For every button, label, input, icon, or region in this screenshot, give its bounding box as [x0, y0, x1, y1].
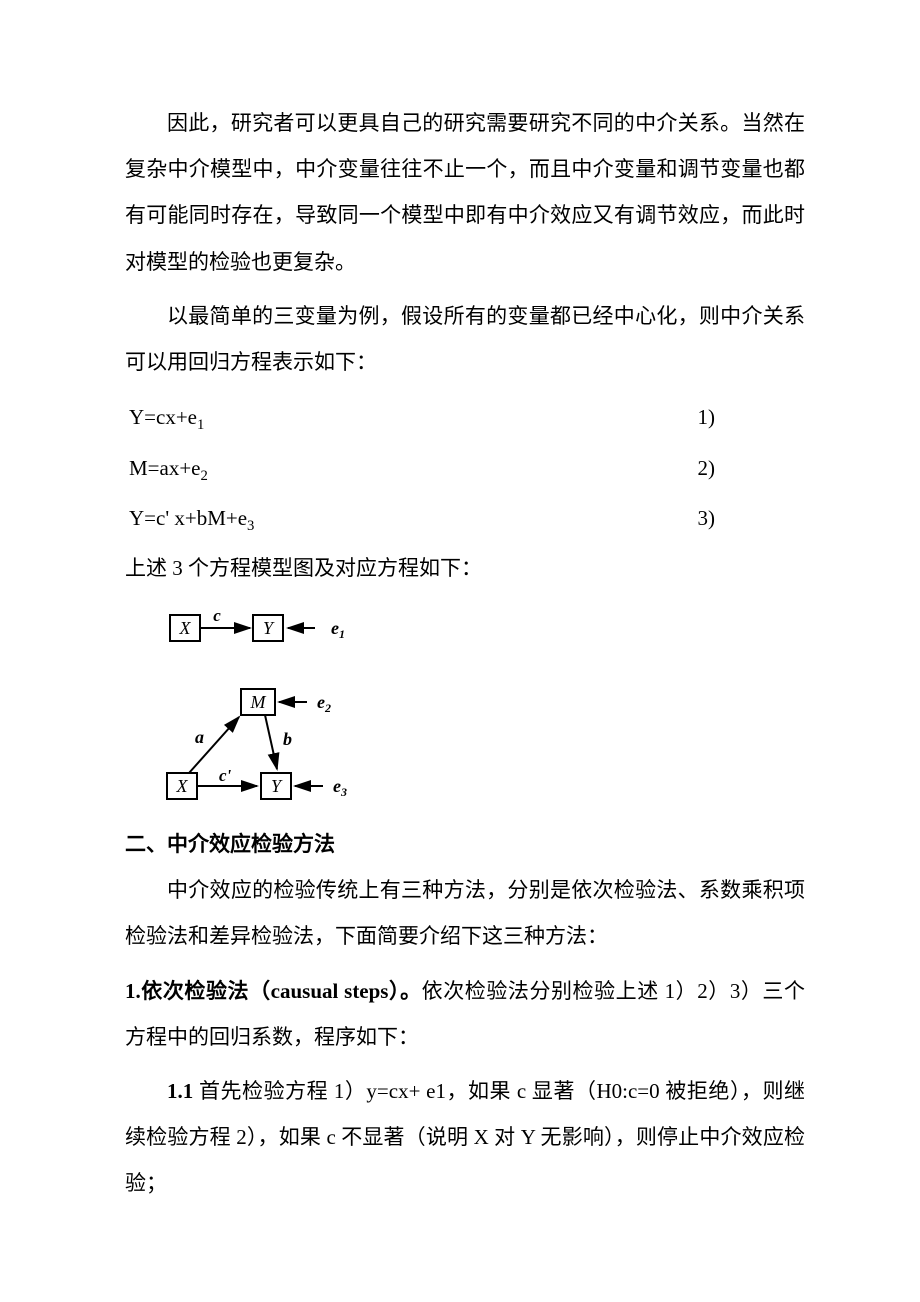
diagram-1-y-label: Y	[263, 618, 275, 638]
equation-1-body: Y=cx+e1	[125, 396, 204, 441]
paragraph-methods-intro: 中介效应的检验传统上有三种方法，分别是依次检验法、系数乘积项检验法和差异检验法，…	[125, 867, 805, 959]
diagram-1-e1-label: e1	[331, 618, 345, 641]
diagram-2-e2-label: e2	[317, 692, 331, 715]
diagram-2-m-label: M	[250, 692, 267, 712]
diagram-2-a-label: a	[195, 727, 204, 747]
equation-3: Y=c' x+bM+e3 3)	[125, 494, 805, 545]
diagram-2: M e2 X Y a b c' e3	[155, 683, 805, 813]
diagram-2-b-label: b	[283, 729, 292, 749]
paragraph-diagram-caption: 上述 3 个方程模型图及对应方程如下：	[125, 545, 805, 591]
diagram-2-cprime-label: c'	[219, 766, 232, 785]
diagram-2-y-label: Y	[271, 776, 283, 796]
paragraph-intro-2: 以最简单的三变量为例，假设所有的变量都已经中心化，则中介关系可以用回归方程表示如…	[125, 293, 805, 385]
diagram-1-x-label: X	[179, 618, 192, 638]
equation-3-body: Y=c' x+bM+e3	[125, 497, 254, 542]
diagram-1-svg: X c Y e1	[155, 603, 375, 653]
diagram-2-x-label: X	[176, 776, 189, 796]
method-1-paragraph: 1.依次检验法（causual steps）。依次检验法分别检验上述 1）2）3…	[125, 968, 805, 1060]
diagram-2-e3-label: e3	[333, 776, 347, 799]
equation-2-body: M=ax+e2	[125, 447, 208, 492]
equation-3-number: 3)	[698, 497, 806, 539]
paragraph-intro-1: 因此，研究者可以更具自己的研究需要研究不同的中介关系。当然在复杂中介模型中，中介…	[125, 100, 805, 285]
diagram-1-c-label: c	[213, 606, 221, 625]
method-1-title: 1.依次检验法（causual steps）。	[125, 979, 422, 1003]
step-1-1-title: 1.1	[167, 1079, 193, 1103]
equation-2: M=ax+e2 2)	[125, 444, 805, 495]
step-1-1-body: 首先检验方程 1）y=cx+ e1，如果 c 显著（H0:c=0 被拒绝），则继…	[125, 1079, 805, 1195]
equation-1: Y=cx+e1 1)	[125, 393, 805, 444]
diagram-1: X c Y e1	[155, 603, 805, 653]
equation-1-number: 1)	[698, 396, 806, 438]
step-1-1-paragraph: 1.1 首先检验方程 1）y=cx+ e1，如果 c 显著（H0:c=0 被拒绝…	[125, 1068, 805, 1207]
diagram-2-svg: M e2 X Y a b c' e3	[155, 683, 415, 813]
heading-section-2: 二、中介效应检验方法	[125, 821, 805, 867]
equation-2-number: 2)	[698, 447, 806, 489]
